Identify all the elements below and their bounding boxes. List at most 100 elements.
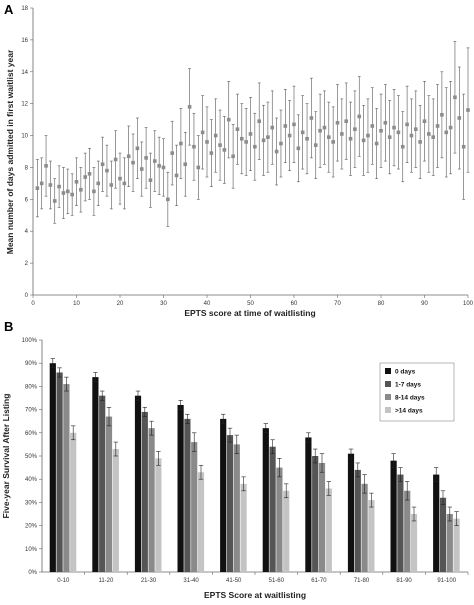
panel-a-point bbox=[109, 183, 114, 187]
panel-b-bar bbox=[305, 437, 312, 572]
panel-b-x-tick-label: 41-50 bbox=[226, 578, 242, 584]
panel-a-point bbox=[453, 95, 457, 100]
panel-a-point bbox=[205, 140, 209, 144]
panel-a-x-tick-label: 80 bbox=[378, 301, 385, 307]
panel-a-point bbox=[57, 184, 61, 189]
panel-a-point bbox=[157, 164, 161, 168]
panel-b-bar bbox=[390, 460, 397, 572]
panel-a-point bbox=[396, 130, 401, 135]
panel-b-legend-swatch bbox=[385, 368, 391, 374]
panel-b-legend-box bbox=[379, 362, 455, 422]
panel-b-bar-chart: B 0% 10% 20% 30% 40% 50% 60% 70% 80% 90% 100% 0-10… bbox=[1, 319, 469, 600]
panel-a-y-tick-label: 14 bbox=[21, 70, 28, 76]
panel-a-point bbox=[440, 113, 444, 117]
panel-a-point bbox=[240, 136, 244, 141]
panel-a-point bbox=[253, 144, 257, 149]
panel-b-bar bbox=[191, 442, 198, 572]
panel-a-point bbox=[131, 160, 135, 165]
panel-b-bar bbox=[318, 462, 326, 572]
panel-a-point bbox=[379, 128, 383, 133]
panel-a-x-tick-label: 50 bbox=[247, 301, 254, 307]
panel-b-legend-label: >14 days bbox=[395, 408, 423, 415]
panel-a-point bbox=[100, 162, 105, 167]
panel-a-point bbox=[70, 192, 74, 197]
panel-b-bar bbox=[347, 453, 355, 572]
panel-a-y-tick-label: 2 bbox=[25, 261, 29, 267]
panel-b-bar bbox=[177, 404, 184, 572]
panel-a-letter: A bbox=[4, 2, 14, 17]
panel-a-point bbox=[218, 143, 222, 147]
panel-b-y-tick-label: 90% bbox=[25, 361, 38, 367]
panel-a-point bbox=[313, 143, 318, 147]
panel-a-point bbox=[292, 122, 296, 127]
panel-a-point bbox=[39, 181, 44, 186]
panel-b-x-tick-label: 51-60 bbox=[269, 578, 285, 584]
panel-b-bar bbox=[283, 490, 290, 572]
panel-b-y-tick-label: 70% bbox=[25, 408, 38, 414]
panel-a-points bbox=[35, 41, 470, 227]
panel-a-y-tick-label: 8 bbox=[25, 165, 29, 171]
panel-a-point bbox=[353, 127, 357, 131]
panel-a-point bbox=[340, 132, 344, 136]
panel-b-bar bbox=[70, 432, 77, 572]
panel-a-point bbox=[305, 136, 309, 141]
panel-a-point bbox=[400, 144, 405, 149]
panel-b-bar bbox=[433, 474, 440, 572]
panel-b-bar bbox=[148, 428, 155, 572]
panel-a-point bbox=[122, 181, 127, 186]
panel-a-point bbox=[52, 199, 57, 203]
panel-a-point bbox=[387, 135, 392, 139]
panel-a-point bbox=[96, 181, 101, 186]
panel-a-point bbox=[126, 154, 131, 159]
panel-a-point bbox=[35, 186, 40, 190]
panel-b-bar bbox=[49, 363, 56, 572]
panel-b-x-tick-label: 0-10 bbox=[57, 578, 70, 584]
panel-a-point bbox=[348, 136, 353, 141]
panel-a-point bbox=[370, 124, 375, 128]
panel-b-y-tick-label: 80% bbox=[25, 384, 38, 390]
panel-a-point bbox=[44, 164, 48, 168]
panel-a-x-tick-label: 90 bbox=[421, 301, 428, 307]
panel-b-bar bbox=[112, 449, 119, 572]
panel-b-legend-label: 8-14 days bbox=[395, 395, 425, 402]
panel-a-point bbox=[105, 168, 109, 173]
panel-a-point bbox=[222, 148, 227, 152]
panel-b-legend: 0 days 1-7 days 8-14 days >14 days bbox=[379, 362, 455, 422]
panel-b-bar bbox=[197, 472, 205, 572]
panel-a-x-tick-label: 0 bbox=[31, 301, 35, 307]
panel-b-bar bbox=[354, 469, 361, 572]
panel-a-scatter-plot: A 0 2 4 6 8 10 12 14 16 18 0 10 20 30 40 50 60 70 80 90 100… bbox=[4, 2, 474, 318]
panel-b-y-tick-label: 20% bbox=[25, 524, 38, 530]
panel-a-point bbox=[179, 141, 183, 146]
panel-a-point bbox=[61, 191, 66, 195]
panel-a-point bbox=[200, 130, 205, 135]
panel-a-y-ticks: 0 2 4 6 8 10 12 14 16 18 bbox=[21, 6, 33, 299]
panel-a-point bbox=[309, 116, 314, 120]
panel-a-point bbox=[274, 149, 279, 154]
panel-a-point bbox=[374, 141, 379, 146]
panel-b-y-tick-label: 0% bbox=[28, 570, 37, 576]
panel-a-point bbox=[87, 172, 92, 176]
panel-a-point bbox=[257, 119, 261, 124]
panel-b-bar bbox=[325, 488, 332, 572]
panel-b-bar bbox=[361, 483, 368, 572]
panel-a-point bbox=[427, 132, 431, 136]
panel-b-bar bbox=[134, 395, 142, 572]
panel-b-bar bbox=[404, 490, 411, 572]
panel-a-point bbox=[335, 121, 340, 125]
panel-a-point bbox=[418, 140, 422, 144]
panel-a-point bbox=[435, 124, 440, 128]
panel-b-x-tick-label: 61-70 bbox=[311, 578, 327, 584]
panel-a-point bbox=[366, 133, 370, 138]
panel-a-y-tick-label: 18 bbox=[21, 6, 28, 12]
panel-a-point bbox=[431, 135, 435, 139]
panel-b-bar bbox=[105, 416, 113, 572]
panel-a-point bbox=[74, 179, 79, 184]
panel-a-y-tick-label: 10 bbox=[21, 134, 28, 140]
panel-a-point bbox=[444, 130, 449, 135]
panel-a-point bbox=[66, 189, 70, 194]
panel-a-point bbox=[213, 133, 218, 138]
panel-b-bar bbox=[262, 428, 269, 572]
panel-b-bar bbox=[368, 500, 375, 572]
panel-a-point bbox=[231, 154, 235, 159]
